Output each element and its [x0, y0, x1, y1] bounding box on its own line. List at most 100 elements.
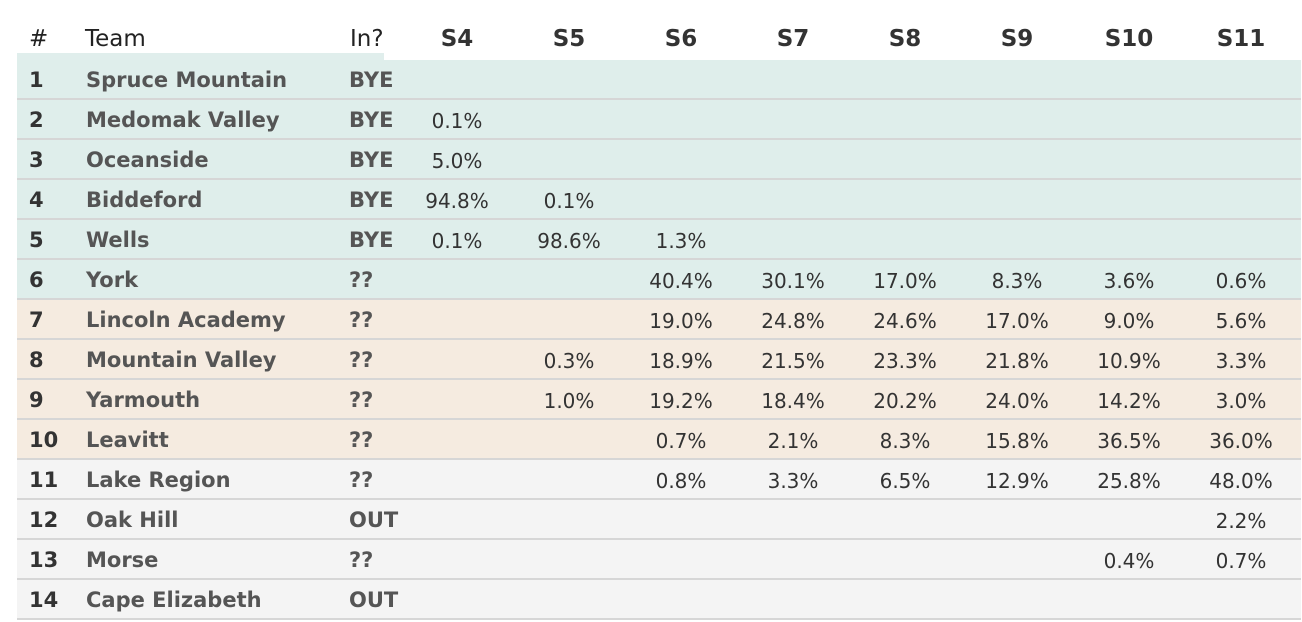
seed-probability-cell: 15.8% — [985, 429, 1049, 453]
seed-probability-cell: 19.0% — [649, 309, 713, 333]
seed-probability-cell: 36.5% — [1097, 429, 1161, 453]
row-team-name: Yarmouth — [86, 388, 201, 412]
seed-probability-cell: 24.0% — [985, 389, 1049, 413]
row-team-name: York — [86, 268, 139, 292]
seed-probability-cell: 3.3% — [767, 469, 819, 493]
row-rank: 4 — [29, 188, 44, 212]
row-team-name: Lake Region — [86, 468, 231, 492]
seed-probability-cell: 19.2% — [649, 389, 713, 413]
seed-probability-cell: 30.1% — [761, 269, 825, 293]
seed-probability-cell: 98.6% — [537, 229, 601, 253]
row-status: ?? — [349, 468, 374, 492]
seed-probability-cell: 17.0% — [873, 269, 937, 293]
seed-probability-cell: 40.4% — [649, 269, 713, 293]
row-rank: 10 — [29, 428, 59, 452]
seed-probability-cell: 0.1% — [431, 109, 483, 133]
row-rank: 12 — [29, 508, 59, 532]
seed-probability-cell: 12.9% — [985, 469, 1049, 493]
row-team-name: Biddeford — [86, 188, 203, 212]
row-status: ?? — [349, 388, 374, 412]
table-row: 8 Mountain Valley?? 0.3% 18.9% 21.5% 23.3% 21.… — [17, 340, 1301, 380]
seed-probability-cell: 10.9% — [1097, 349, 1161, 373]
row-rank: 9 — [29, 388, 44, 412]
row-status: OUT — [349, 508, 399, 532]
seed-probability-cell: 8.3% — [879, 429, 931, 453]
row-status: BYE — [349, 188, 394, 212]
row-status: BYE — [349, 68, 394, 92]
seed-probability-cell: 3.0% — [1215, 389, 1267, 413]
row-rank: 2 — [29, 108, 44, 132]
header-seed-s10: S10 — [1104, 26, 1154, 52]
row-status: ?? — [349, 268, 374, 292]
seed-probability-cell: 25.8% — [1097, 469, 1161, 493]
seed-probability-cell: 1.3% — [655, 229, 707, 253]
table-row: 14 Cape Elizabeth OUT — [17, 580, 1301, 620]
row-status: ?? — [349, 548, 374, 572]
seed-probability-cell: 5.6% — [1215, 309, 1267, 333]
seed-probability-cell: 0.4% — [1103, 549, 1155, 573]
row-team-name: Wells — [86, 228, 150, 252]
header-seed-s7: S7 — [776, 26, 810, 52]
seed-probability-table: # Team In? S4 S5 S6 S7 S8 S9 S10 S11 1 Sp… — [17, 20, 1301, 620]
header-seed-s8: S8 — [888, 26, 922, 52]
seed-probability-cell: 0.7% — [1215, 549, 1267, 573]
row-rank: 11 — [29, 468, 59, 492]
header-seed-s11: S11 — [1216, 26, 1266, 52]
seed-probability-cell: 18.9% — [649, 349, 713, 373]
row-rank: 14 — [29, 588, 59, 612]
header-team: Team — [85, 26, 146, 52]
row-rank: 6 — [29, 268, 44, 292]
row-team-name: Oak Hill — [86, 508, 179, 532]
seed-probability-cell: 0.7% — [655, 429, 707, 453]
row-team-name: Medomak Valley — [86, 108, 280, 132]
seed-probability-cell: 21.5% — [761, 349, 825, 373]
row-team-name: Lincoln Academy — [86, 308, 286, 332]
seed-probability-cell: 3.6% — [1103, 269, 1155, 293]
header-seed-s5: S5 — [552, 26, 586, 52]
seed-probability-cell: 0.3% — [543, 349, 595, 373]
header-underline — [17, 53, 384, 60]
row-rank: 8 — [29, 348, 44, 372]
seed-probability-cell: 48.0% — [1209, 469, 1273, 493]
seed-probability-cell: 36.0% — [1209, 429, 1273, 453]
seed-probability-cell: 2.1% — [767, 429, 819, 453]
seed-probability-cell: 1.0% — [543, 389, 595, 413]
table-row: 13 Morse?? 0.4% 0.7% — [17, 540, 1301, 580]
header-seed-s9: S9 — [1000, 26, 1034, 52]
row-status: BYE — [349, 228, 394, 252]
seed-probability-cell: 2.2% — [1215, 509, 1267, 533]
row-team-name: Morse — [86, 548, 159, 572]
header-rank: # — [29, 26, 49, 52]
seed-probability-cell: 0.1% — [431, 229, 483, 253]
table-row: 3 Oceanside BYE 5.0% — [17, 140, 1301, 180]
row-rank: 3 — [29, 148, 44, 172]
table-row: 2 Medomak Valley BYE 0.1% — [17, 100, 1301, 140]
seed-probability-cell: 9.0% — [1103, 309, 1155, 333]
row-team-name: Mountain Valley — [86, 348, 277, 372]
row-rank: 1 — [29, 68, 44, 92]
seed-probability-cell: 5.0% — [431, 149, 483, 173]
row-rank: 5 — [29, 228, 44, 252]
seed-probability-cell: 8.3% — [991, 269, 1043, 293]
header-seed-s6: S6 — [664, 26, 698, 52]
seed-probability-cell: 17.0% — [985, 309, 1049, 333]
row-status: ?? — [349, 308, 374, 332]
seed-probability-cell: 23.3% — [873, 349, 937, 373]
row-status: BYE — [349, 108, 394, 132]
table-row: 10 Leavitt?? 0.7% 2.1% 8.3% 15.8% 36.5% 36.0% — [17, 420, 1301, 460]
row-team-name: Oceanside — [86, 148, 209, 172]
table-row: 11 Lake Region?? 0.8% 3.3% 6.5% 12.9% 25.8% 48.… — [17, 460, 1301, 500]
seed-probability-cell: 24.8% — [761, 309, 825, 333]
table-header-row: # Team In? S4 S5 S6 S7 S8 S9 S10 S11 — [17, 20, 1301, 60]
row-status: ?? — [349, 428, 374, 452]
row-rank: 7 — [29, 308, 44, 332]
row-status: ?? — [349, 348, 374, 372]
seed-probability-cell: 21.8% — [985, 349, 1049, 373]
table-body: 1 Spruce Mountain BYE 2 Medomak Valley BYE 0.1… — [17, 60, 1301, 620]
seed-probability-cell: 24.6% — [873, 309, 937, 333]
row-team-name: Spruce Mountain — [86, 68, 288, 92]
table-row: 6 York?? 40.4% 30.1% 17.0% 8.3% 3.6% 0.6% — [17, 260, 1301, 300]
seed-probability-cell: 0.8% — [655, 469, 707, 493]
table-row: 1 Spruce Mountain BYE — [17, 60, 1301, 100]
row-rank: 13 — [29, 548, 59, 572]
